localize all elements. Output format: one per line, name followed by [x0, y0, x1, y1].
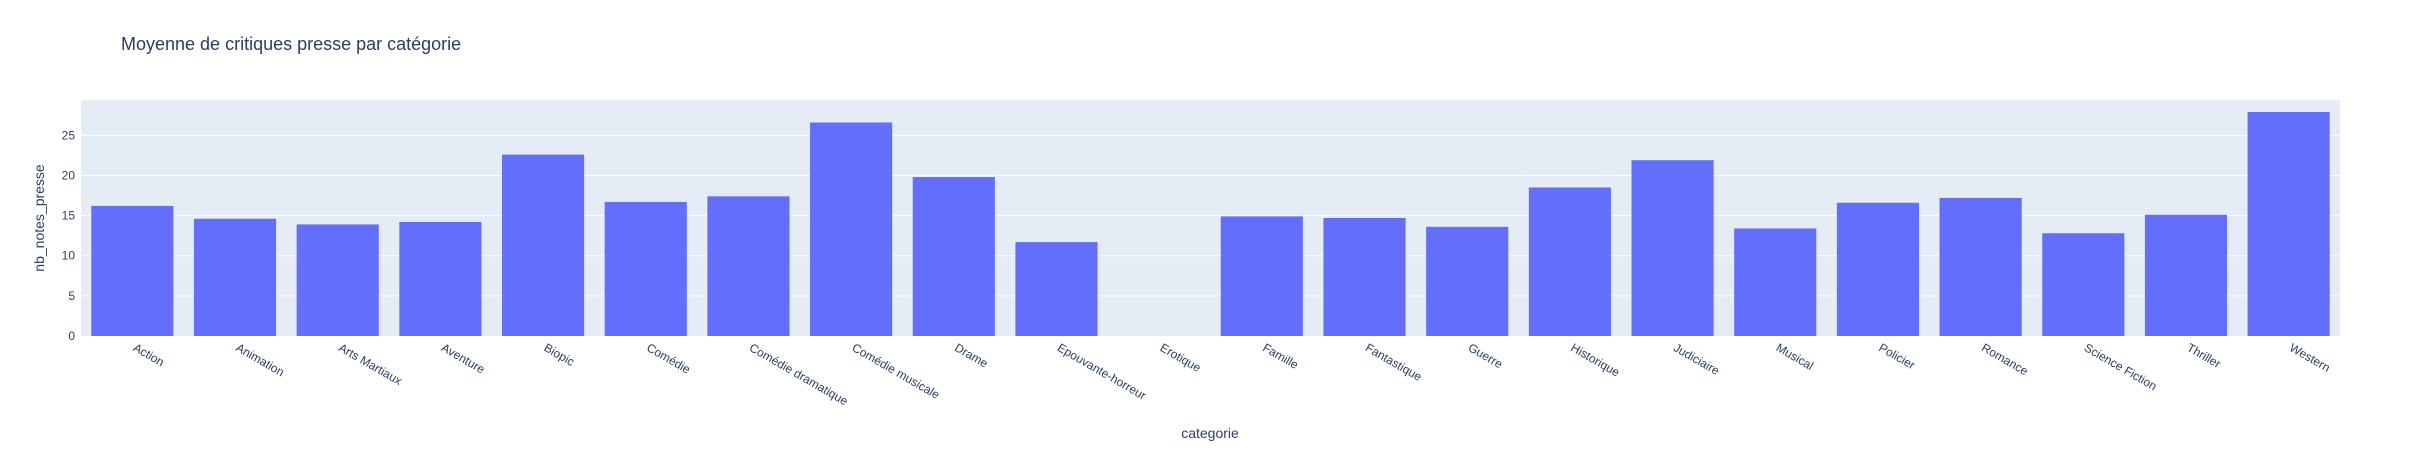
x-axis-title: categorie: [1181, 425, 1239, 441]
chart-title: Moyenne de critiques presse par catégori…: [121, 34, 461, 54]
x-tick-label: Comédie dramatique: [747, 340, 851, 408]
bar[interactable]: [1426, 226, 1509, 336]
x-tick-label: Epouvante-horreur: [1055, 340, 1149, 402]
y-axis-title: nb_notes_presse: [31, 164, 47, 272]
x-tick-label: Aventure: [439, 340, 488, 376]
x-tick-label: Musical: [1774, 340, 1816, 372]
x-tick-label: Action: [131, 340, 167, 369]
bar[interactable]: [1015, 242, 1098, 336]
x-tick-label: Historique: [1568, 340, 1622, 379]
x-tick-label: Science Fiction: [2082, 340, 2159, 393]
bar[interactable]: [1939, 197, 2022, 336]
x-tick-label: Biopic: [542, 340, 577, 368]
x-tick-label: Fantastique: [1363, 340, 1425, 384]
bar[interactable]: [2144, 214, 2228, 336]
x-tick-label: Thriller: [2184, 340, 2223, 370]
bar[interactable]: [501, 154, 585, 336]
x-tick-label: Western: [2287, 340, 2333, 374]
bar[interactable]: [2247, 112, 2330, 336]
bar[interactable]: [2042, 233, 2125, 336]
x-tick-label: Animation: [234, 340, 287, 379]
bar[interactable]: [399, 222, 482, 336]
y-tick-label: 10: [62, 249, 76, 263]
x-tick-label: Judiciaire: [1671, 340, 1722, 378]
x-tick-label: Guerre: [1466, 340, 1506, 371]
bar[interactable]: [810, 122, 893, 336]
y-tick-label: 15: [62, 209, 76, 223]
x-tick-label: Romance: [1979, 340, 2031, 378]
bar[interactable]: [1836, 202, 1920, 336]
y-tick-label: 20: [62, 168, 76, 182]
bar[interactable]: [1220, 216, 1303, 336]
x-tick-label: Comédie: [644, 340, 693, 376]
bar[interactable]: [707, 196, 790, 336]
bar[interactable]: [1528, 187, 1611, 336]
bar[interactable]: [91, 205, 174, 336]
bars: [91, 112, 2330, 336]
bar[interactable]: [604, 201, 687, 336]
x-tick-label: Erotique: [1158, 340, 1204, 375]
x-tick-label: Famille: [1260, 340, 1301, 372]
bar[interactable]: [296, 224, 379, 336]
x-tick-labels: Action Animation Arts Martiaux Aventure Biop…: [131, 340, 2333, 408]
x-tick-label: Policier: [1876, 340, 1917, 372]
bar[interactable]: [193, 218, 277, 336]
y-tick-labels: 0 5 10 15 20 25: [62, 128, 76, 343]
y-tick-label: 0: [68, 329, 75, 343]
x-tick-label: Drame: [952, 340, 990, 370]
x-tick-label: Comédie musicale: [850, 340, 943, 402]
x-tick-label: Arts Martiaux: [336, 340, 404, 387]
bar[interactable]: [912, 177, 995, 336]
y-tick-label: 25: [62, 128, 76, 142]
y-tick-label: 5: [68, 289, 75, 303]
bar[interactable]: [1323, 218, 1406, 336]
bar[interactable]: [1734, 228, 1817, 336]
bar[interactable]: [1631, 160, 1714, 336]
